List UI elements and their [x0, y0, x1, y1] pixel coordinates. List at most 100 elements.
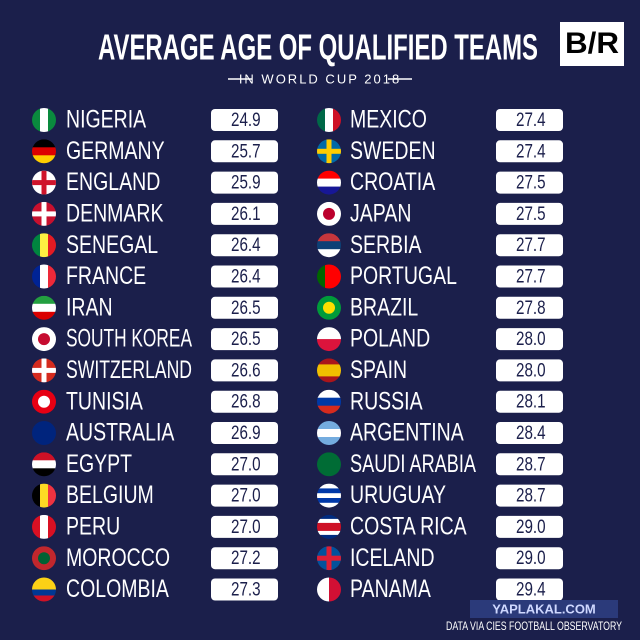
flag-cross — [41, 201, 47, 226]
flag-stripe — [317, 488, 341, 494]
flag-stripe — [317, 376, 341, 383]
flag — [317, 327, 341, 352]
team-name: TUNISIA — [66, 387, 143, 415]
flag — [32, 170, 56, 195]
flag — [317, 546, 341, 571]
flag-stripe — [32, 421, 56, 445]
flag — [317, 358, 341, 383]
flag — [32, 358, 56, 383]
team-name: SOUTH KOREA — [66, 325, 192, 353]
team-name: NIGERIA — [66, 106, 146, 134]
flag-stripe — [48, 483, 56, 508]
flag-disc — [323, 301, 335, 314]
team-name: BELGIUM — [66, 481, 154, 509]
age-box — [496, 328, 563, 351]
flag-stripe — [32, 233, 41, 258]
team-name: URUGUAY — [350, 481, 446, 509]
subtitle: IN WORLD CUP 2018 — [239, 71, 401, 86]
age-box — [211, 265, 278, 288]
flag-stripe — [32, 577, 56, 584]
flag — [317, 264, 341, 289]
team-name: MOROCCO — [66, 544, 170, 572]
age-box — [211, 328, 278, 351]
watermark: YAPLAKAL.COM — [492, 601, 596, 616]
age-value: 28.7 — [516, 454, 546, 475]
age-box — [496, 109, 563, 131]
flag — [317, 201, 341, 226]
flag — [32, 577, 56, 602]
team-name: ARGENTINA — [350, 419, 464, 447]
flag — [32, 327, 56, 352]
flag — [317, 108, 341, 132]
age-value: 27.5 — [516, 204, 546, 225]
flag — [32, 233, 56, 258]
age-box — [496, 390, 563, 413]
flag — [317, 170, 341, 195]
team-name: BRAZIL — [350, 293, 418, 321]
age-value: 26.1 — [231, 204, 261, 225]
flag-stripe — [317, 429, 341, 438]
flag-stripe — [317, 577, 330, 602]
flag-stripe — [48, 264, 56, 289]
flag-disc — [38, 552, 50, 565]
team-name: ICELAND — [350, 544, 435, 572]
age-box — [211, 140, 278, 163]
flag — [317, 421, 341, 445]
flag-stripe — [32, 452, 56, 461]
age-value: 27.4 — [516, 110, 546, 131]
age-value: 26.9 — [231, 423, 261, 444]
flag-stripe — [317, 249, 341, 258]
flag-stripe — [317, 483, 341, 489]
team-name: COLOMBIA — [66, 575, 169, 603]
flag-stripe — [32, 468, 56, 477]
team-name: ENGLAND — [66, 168, 160, 196]
team-name: PORTUGAL — [350, 262, 457, 290]
flag-stripe — [32, 483, 41, 508]
flag — [317, 139, 341, 164]
age-value: 27.2 — [231, 548, 261, 569]
age-box — [496, 578, 563, 601]
age-value: 29.0 — [516, 517, 546, 538]
flag-stripe — [32, 514, 41, 539]
flag-stripe — [317, 526, 341, 532]
flag-stripe — [317, 389, 341, 398]
age-box — [496, 484, 563, 507]
team-name: AUSTRALIA — [66, 419, 175, 447]
flag-stripe — [32, 139, 56, 148]
age-box — [211, 484, 278, 507]
age-box — [496, 234, 563, 257]
age-value: 27.4 — [516, 141, 546, 162]
flag-stripe — [32, 303, 56, 313]
flag-stripe — [40, 264, 49, 289]
flag-disc — [38, 333, 50, 346]
flag-stripe — [32, 155, 56, 164]
flag-stripe — [40, 514, 49, 539]
flag-stripe — [317, 421, 341, 430]
age-value: 28.1 — [516, 392, 546, 413]
flag-stripe — [325, 108, 334, 132]
team-name: SENEGAL — [66, 231, 158, 259]
age-box — [496, 453, 563, 476]
flag-stripe — [32, 583, 56, 590]
flag-stripe — [32, 311, 56, 320]
flag-cross — [326, 139, 332, 164]
team-name: MEXICO — [350, 106, 427, 134]
flag-cross — [41, 358, 47, 383]
age-value: 27.0 — [231, 517, 261, 538]
age-box — [496, 140, 563, 163]
flag-stripe — [40, 108, 49, 132]
flag-stripe — [317, 233, 341, 242]
team-name: SPAIN — [350, 356, 407, 384]
flag-stripe — [325, 264, 334, 289]
age-value: 27.3 — [231, 580, 261, 601]
flag-stripe — [317, 170, 341, 179]
age-value: 27.7 — [516, 235, 546, 256]
flag-stripe — [333, 264, 341, 289]
age-value: 26.4 — [231, 235, 261, 256]
team-name: RUSSIA — [350, 387, 423, 415]
team-name: EGYPT — [66, 450, 132, 478]
flag — [32, 139, 56, 164]
team-name: IRAN — [66, 293, 113, 321]
flag-stripe — [317, 108, 326, 132]
